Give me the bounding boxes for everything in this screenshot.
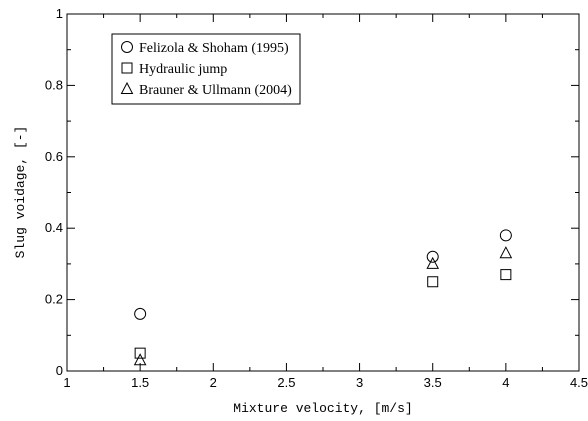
- data-point-square: [134, 347, 146, 359]
- legend-label: Hydraulic jump: [139, 62, 227, 77]
- y-tick-label: 0: [56, 363, 63, 378]
- y-tick-label: 1: [56, 6, 63, 21]
- legend-items: Felizola & Shoham (1995) Hydraulic jump Br…: [120, 41, 292, 98]
- data-point-square: [500, 269, 512, 281]
- x-tick-label: 1.5: [131, 375, 149, 390]
- x-tick-label: 4: [502, 375, 509, 390]
- tick-labels: 1 1.5 2 2.5 3 3.5 4 4.5 0 0.2 0.4 0.6 0.8 1: [45, 6, 588, 390]
- legend-marker-triangle: [120, 81, 134, 94]
- legend-marker-square: [121, 62, 133, 74]
- x-tick-label: 2.5: [277, 375, 295, 390]
- y-tick-label: 0.2: [45, 292, 63, 307]
- data-point-triangle: [426, 256, 440, 269]
- y-tick-label: 0.8: [45, 77, 63, 92]
- legend: Felizola & Shoham (1995) Hydraulic jump Br…: [111, 33, 301, 105]
- legend-label: Felizola & Shoham (1995): [139, 41, 289, 56]
- data-point-triangle: [499, 246, 513, 259]
- x-tick-label: 4.5: [570, 375, 588, 390]
- x-axis-title: Mixture velocity, [m/s]: [233, 401, 412, 416]
- legend-marker-circle: [121, 41, 133, 53]
- data-point-circle: [499, 229, 512, 242]
- x-tick-label: 2: [210, 375, 217, 390]
- data-marks: [133, 229, 513, 366]
- y-tick-label: 0.6: [45, 149, 63, 164]
- legend-label: Brauner & Ullmann (2004): [139, 83, 292, 98]
- data-point-triangle: [133, 353, 147, 366]
- data-point-circle: [134, 307, 147, 320]
- y-axis-title: Slug voidage, [-]: [13, 126, 28, 259]
- data-point-square: [427, 276, 439, 288]
- x-tick-label: 1: [63, 375, 70, 390]
- legend-box: [111, 33, 301, 105]
- axis-ticks: [66, 13, 580, 372]
- x-tick-label: 3: [356, 375, 363, 390]
- x-tick-label: 3.5: [424, 375, 442, 390]
- y-tick-label: 0.4: [45, 220, 63, 235]
- data-point-circle: [426, 250, 439, 263]
